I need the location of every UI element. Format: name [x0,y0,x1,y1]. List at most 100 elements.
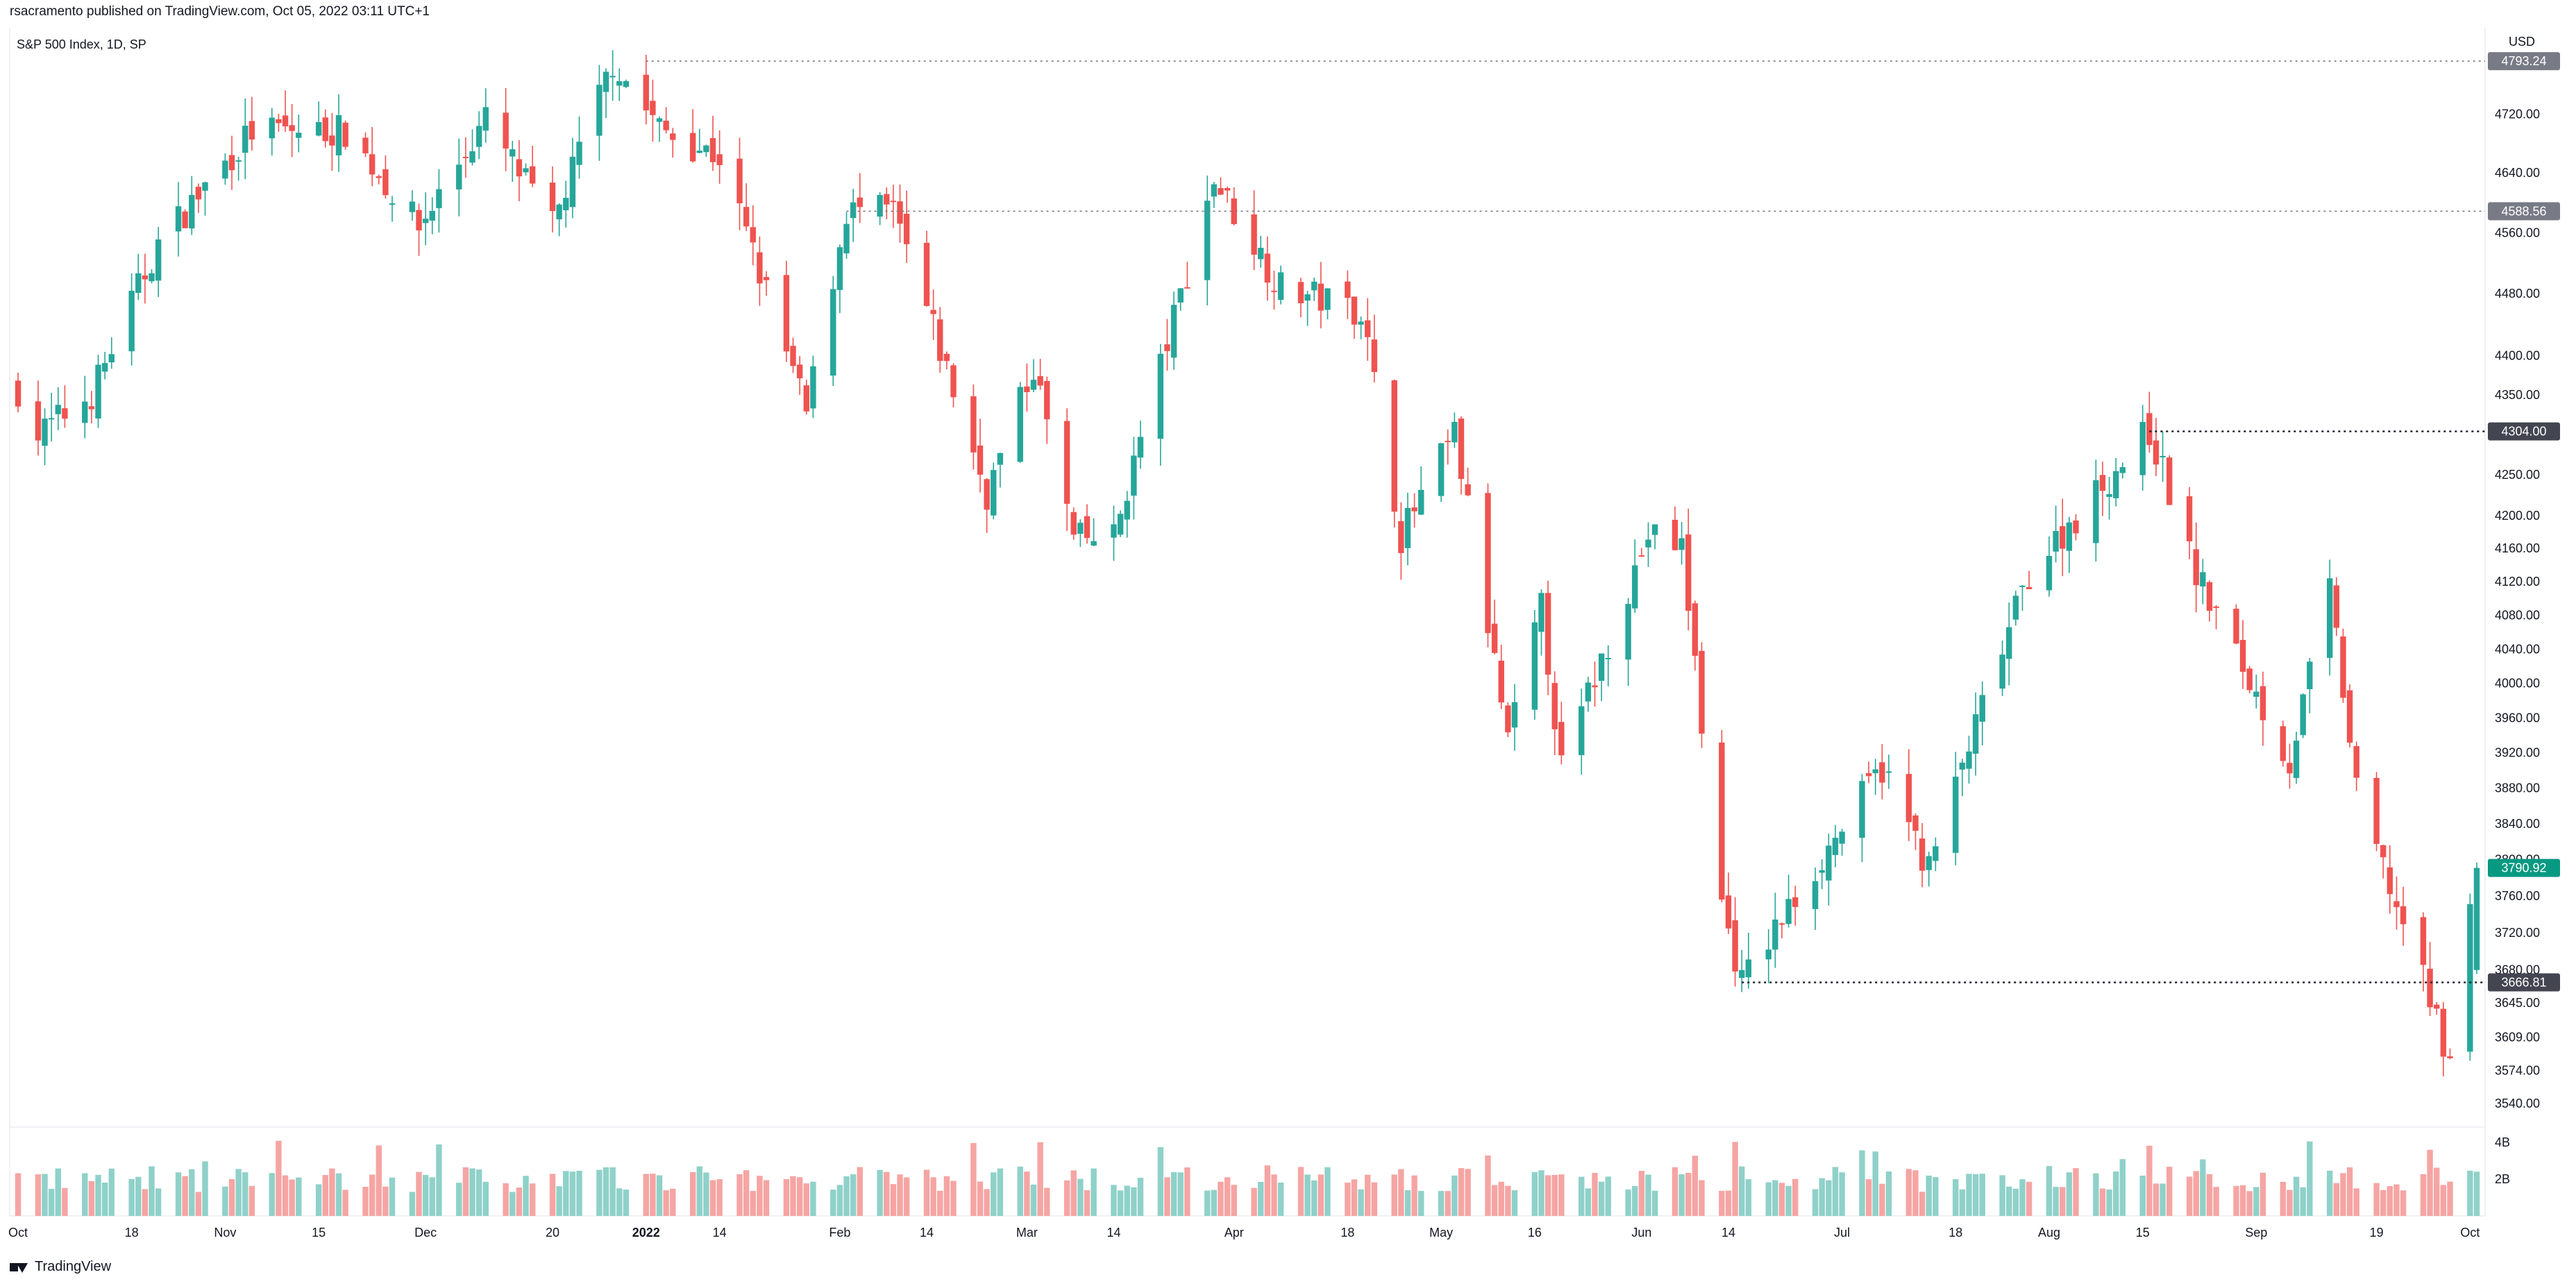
volume-bar [149,1166,155,1216]
volume-bar [1585,1188,1592,1216]
candle-body [1953,777,1959,853]
candle-body [1739,970,1745,979]
volume-bar [1558,1174,1565,1216]
candle-body [830,289,836,376]
volume-bar [2053,1187,2059,1216]
volume-bar [2300,1187,2306,1216]
candle-body [62,408,68,419]
candle-body [2166,457,2173,505]
candle-body [1077,523,1084,534]
candle-body [1638,555,1645,557]
candle-body [228,155,235,171]
volume-bar [2373,1183,2380,1216]
candle-body [2066,522,2073,551]
volume-bar [2333,1183,2340,1216]
candle-body [1632,565,1638,609]
volume-bar [783,1178,790,1216]
candle-body [549,183,556,212]
volume-bar [1345,1183,1351,1216]
candle-body [696,151,702,153]
volume-bar [1966,1174,1972,1216]
volume-bar [362,1187,369,1216]
volume-bar [1311,1180,1318,1216]
volume-bar [1084,1190,1091,1216]
volume-bar [2246,1191,2253,1216]
candle-body [2246,668,2253,691]
volume-bar [1324,1167,1331,1216]
volume-bar [1391,1174,1397,1216]
candle-body [810,366,816,409]
volume-bar [1685,1173,1692,1216]
y-tick-label: 4000.00 [2495,677,2540,691]
candle-body [1792,897,1799,907]
volume-bar [1598,1181,1605,1216]
candle-body [1933,846,1939,861]
volume-bar [2146,1145,2153,1216]
volume-bar [1231,1185,1237,1216]
volume-bar [1184,1167,1190,1216]
volume-bar [1505,1185,1511,1216]
candle-body [1999,654,2005,689]
volume-bar [276,1140,282,1216]
candle-body [2099,475,2106,491]
candle-body [1605,657,1611,659]
volume-bar [1672,1167,1678,1216]
published-by-line: rsacramento published on TradingView.com… [10,4,430,19]
volume-bar [1271,1174,1277,1216]
volume-bar [2046,1166,2053,1216]
volume-bar [716,1179,723,1216]
candle-body [1772,919,1778,950]
candle-body [1859,781,1865,838]
volume-bar [101,1182,108,1216]
volume-bar [1625,1189,1631,1216]
candle-body [2447,1056,2453,1058]
candle-body [2012,595,2019,620]
volume-bar [623,1190,630,1216]
volume-bar [1491,1185,1498,1216]
x-tick-label: 18 [1948,1226,1962,1240]
volume-bar [937,1190,943,1216]
x-tick-label: 15 [2136,1226,2150,1240]
x-tick-label: Jun [1631,1226,1651,1240]
volume-bar [82,1173,88,1216]
volume-bar [689,1172,696,1216]
volume-bar [850,1174,857,1216]
volume-bar [369,1174,376,1216]
candle-body [1678,538,1685,550]
candle-body [2327,578,2333,658]
candle-body [1358,321,1364,325]
tradingview-logo: TradingView [10,1259,111,1275]
volume-bar [1111,1185,1117,1216]
candle-body [2253,691,2259,697]
candle-body [1839,831,1845,844]
candle-body [663,120,669,130]
volume-bar [1070,1170,1077,1216]
volume-bar [436,1144,442,1216]
candle-body [276,119,282,124]
candle-body [736,158,743,203]
candle-body [2026,586,2032,589]
candle-body [984,479,990,510]
volume-bar [576,1170,582,1216]
candle-body [1511,702,1518,728]
candle-body [857,197,863,208]
candle-body [2300,694,2306,736]
candle-body [1091,541,1097,546]
price-level-tag [2488,973,2560,992]
candle-body [750,227,756,243]
volume-bar [549,1174,556,1216]
candle-body [2473,868,2480,970]
candle-body [709,138,716,162]
candle-body [1765,949,1771,960]
candle-body [2287,763,2293,774]
volume-bar [970,1143,977,1216]
candle-body [1672,519,1678,550]
volume-bar [1959,1189,1966,1216]
candle-body [1598,653,1605,682]
volume-bar [335,1173,342,1216]
volume-bar [1498,1181,1504,1216]
volume-bar [2400,1190,2407,1216]
volume-bar [2193,1171,2199,1216]
candle-body [88,406,95,409]
